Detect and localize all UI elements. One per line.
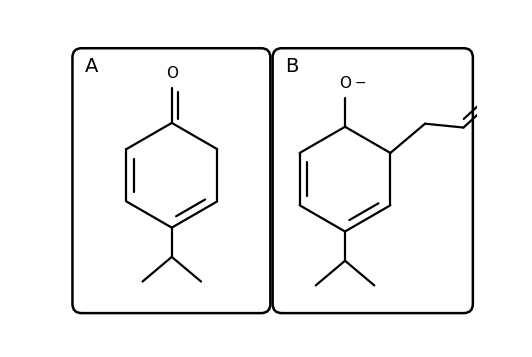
Text: O: O	[166, 66, 178, 81]
Text: A: A	[85, 57, 98, 76]
Text: B: B	[285, 57, 298, 76]
FancyBboxPatch shape	[272, 48, 473, 313]
Text: O: O	[339, 76, 351, 91]
Text: −: −	[354, 76, 366, 90]
FancyBboxPatch shape	[72, 48, 270, 313]
